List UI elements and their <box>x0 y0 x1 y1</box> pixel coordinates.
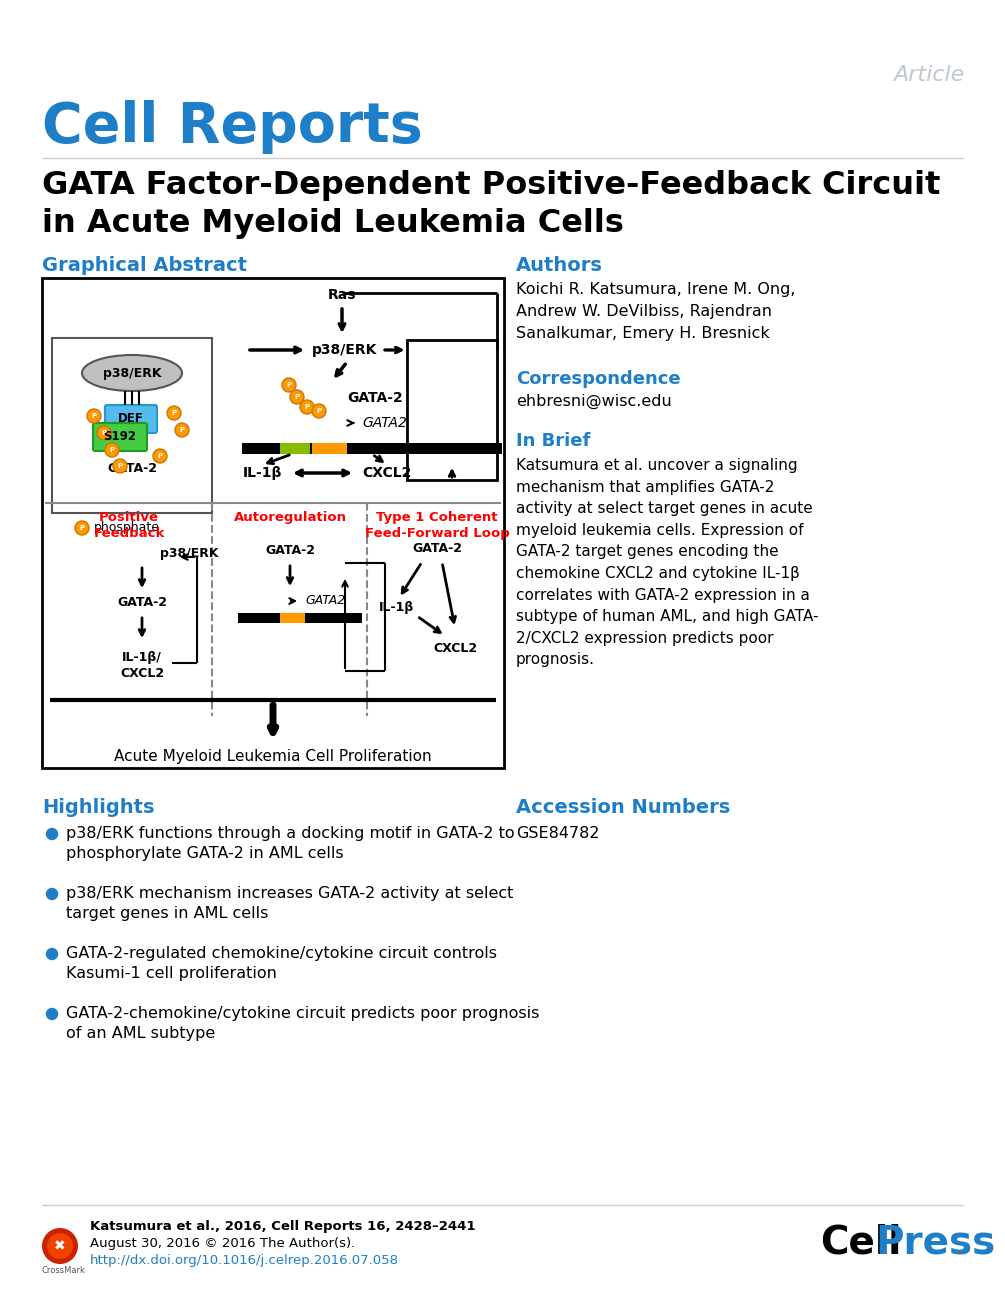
Circle shape <box>282 378 296 392</box>
Text: GATA2: GATA2 <box>305 595 346 608</box>
Text: CXCL2: CXCL2 <box>363 466 412 480</box>
Text: GATA-2: GATA-2 <box>347 392 403 405</box>
Text: Ras: Ras <box>328 288 356 301</box>
Text: Article: Article <box>893 65 965 85</box>
Text: GATA-2: GATA-2 <box>412 542 462 555</box>
Text: P: P <box>102 431 107 436</box>
Text: Accession Numbers: Accession Numbers <box>516 797 731 817</box>
Text: GATA-2: GATA-2 <box>117 596 167 609</box>
Text: ehbresni@wisc.edu: ehbresni@wisc.edu <box>516 394 671 410</box>
Text: Cell Reports: Cell Reports <box>42 100 423 154</box>
Bar <box>242 442 502 454</box>
Text: P: P <box>317 408 322 414</box>
Circle shape <box>46 949 57 959</box>
Text: P: P <box>172 410 177 416</box>
Circle shape <box>290 390 304 405</box>
Circle shape <box>113 459 127 472</box>
Text: P: P <box>305 405 310 410</box>
Text: P: P <box>294 394 299 401</box>
Text: GSE84782: GSE84782 <box>516 826 600 840</box>
Text: CXCL2: CXCL2 <box>120 667 164 680</box>
Text: Cell: Cell <box>820 1224 901 1262</box>
Text: August 30, 2016 © 2016 The Author(s).: August 30, 2016 © 2016 The Author(s). <box>90 1237 355 1250</box>
Text: P: P <box>180 427 185 433</box>
Circle shape <box>47 1233 73 1259</box>
Text: Positive
Feedback: Positive Feedback <box>93 512 165 540</box>
Text: Acute Myeloid Leukemia Cell Proliferation: Acute Myeloid Leukemia Cell Proliferatio… <box>115 749 432 763</box>
Text: Koichi R. Katsumura, Irene M. Ong,
Andrew W. DeVilbiss, Rajendran
Sanalkumar, Em: Koichi R. Katsumura, Irene M. Ong, Andre… <box>516 282 796 342</box>
Circle shape <box>42 1228 78 1265</box>
Text: CrossMark: CrossMark <box>41 1266 85 1275</box>
Circle shape <box>300 401 314 414</box>
Text: GATA-2-regulated chemokine/cytokine circuit controls
Kasumi-1 cell proliferation: GATA-2-regulated chemokine/cytokine circ… <box>66 946 497 981</box>
Text: Autoregulation: Autoregulation <box>233 512 347 525</box>
Circle shape <box>312 405 326 418</box>
Circle shape <box>46 1009 57 1019</box>
Text: p38/ERK mechanism increases GATA-2 activity at select
target genes in AML cells: p38/ERK mechanism increases GATA-2 activ… <box>66 886 514 921</box>
Circle shape <box>75 521 89 535</box>
Circle shape <box>175 423 189 437</box>
Text: P: P <box>158 453 163 459</box>
Text: P: P <box>91 412 96 419</box>
Text: IL-1β: IL-1β <box>242 466 281 480</box>
Circle shape <box>153 449 167 463</box>
Bar <box>42 278 504 769</box>
Bar <box>52 338 212 513</box>
Text: phosphate: phosphate <box>94 522 160 535</box>
Text: Graphical Abstract: Graphical Abstract <box>42 256 247 275</box>
Text: DEF: DEF <box>119 412 144 425</box>
Circle shape <box>46 889 57 899</box>
Text: P: P <box>118 463 123 468</box>
Text: GATA-2-chemokine/cytokine circuit predicts poor prognosis
of an AML subtype: GATA-2-chemokine/cytokine circuit predic… <box>66 1006 540 1041</box>
FancyBboxPatch shape <box>105 405 157 433</box>
Bar <box>280 613 305 622</box>
Text: Press: Press <box>875 1224 995 1262</box>
Ellipse shape <box>82 355 182 392</box>
Text: ✖: ✖ <box>54 1238 65 1253</box>
Circle shape <box>105 442 119 457</box>
Text: GATA-2: GATA-2 <box>107 462 157 475</box>
Bar <box>238 613 362 622</box>
Text: GATA-2: GATA-2 <box>265 544 315 557</box>
Text: Highlights: Highlights <box>42 797 155 817</box>
Text: p38/ERK functions through a docking motif in GATA-2 to
phosphorylate GATA-2 in A: p38/ERK functions through a docking moti… <box>66 826 515 861</box>
Text: S192: S192 <box>104 431 137 444</box>
Text: P: P <box>110 448 115 453</box>
Bar <box>407 341 497 480</box>
Text: In Brief: In Brief <box>516 432 590 450</box>
Bar <box>280 442 310 454</box>
Circle shape <box>46 829 57 839</box>
Text: IL-1β: IL-1β <box>379 602 415 615</box>
Circle shape <box>167 406 181 420</box>
Text: in Acute Myeloid Leukemia Cells: in Acute Myeloid Leukemia Cells <box>42 207 624 239</box>
Text: Type 1 Coherent
Feed-Forward Loop: Type 1 Coherent Feed-Forward Loop <box>365 512 510 540</box>
Text: P: P <box>79 525 84 531</box>
Text: p38/ERK: p38/ERK <box>103 367 161 380</box>
Text: http://dx.doi.org/10.1016/j.celrep.2016.07.058: http://dx.doi.org/10.1016/j.celrep.2016.… <box>90 1254 399 1267</box>
Bar <box>312 442 347 454</box>
Text: p38/ERK: p38/ERK <box>160 547 218 560</box>
Text: P: P <box>286 382 291 388</box>
Circle shape <box>87 408 100 423</box>
Text: Correspondence: Correspondence <box>516 371 680 388</box>
Text: GATA Factor-Dependent Positive-Feedback Circuit: GATA Factor-Dependent Positive-Feedback … <box>42 170 941 201</box>
Text: CXCL2: CXCL2 <box>433 642 477 655</box>
FancyBboxPatch shape <box>93 423 147 452</box>
Text: p38/ERK: p38/ERK <box>312 343 377 358</box>
Text: Katsumura et al., 2016, Cell Reports 16, 2428–2441: Katsumura et al., 2016, Cell Reports 16,… <box>90 1220 475 1233</box>
Text: IL-1β/: IL-1β/ <box>122 651 162 664</box>
Text: Authors: Authors <box>516 256 603 275</box>
Text: GATA2: GATA2 <box>362 416 407 431</box>
Text: Katsumura et al. uncover a signaling
mechanism that amplifies GATA-2
activity at: Katsumura et al. uncover a signaling mec… <box>516 458 818 667</box>
Circle shape <box>97 425 111 440</box>
